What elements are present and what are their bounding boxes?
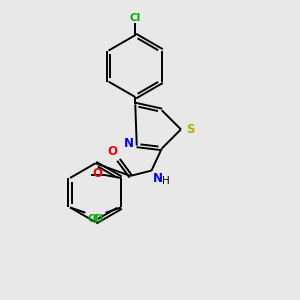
- Text: H: H: [162, 176, 170, 186]
- Text: Cl: Cl: [130, 13, 141, 23]
- Text: N: N: [153, 172, 163, 185]
- Text: S: S: [186, 123, 195, 136]
- Text: Cl: Cl: [88, 214, 99, 224]
- Text: O: O: [108, 145, 118, 158]
- Text: Cl: Cl: [92, 214, 103, 224]
- Text: O: O: [92, 167, 103, 180]
- Text: N: N: [124, 137, 134, 150]
